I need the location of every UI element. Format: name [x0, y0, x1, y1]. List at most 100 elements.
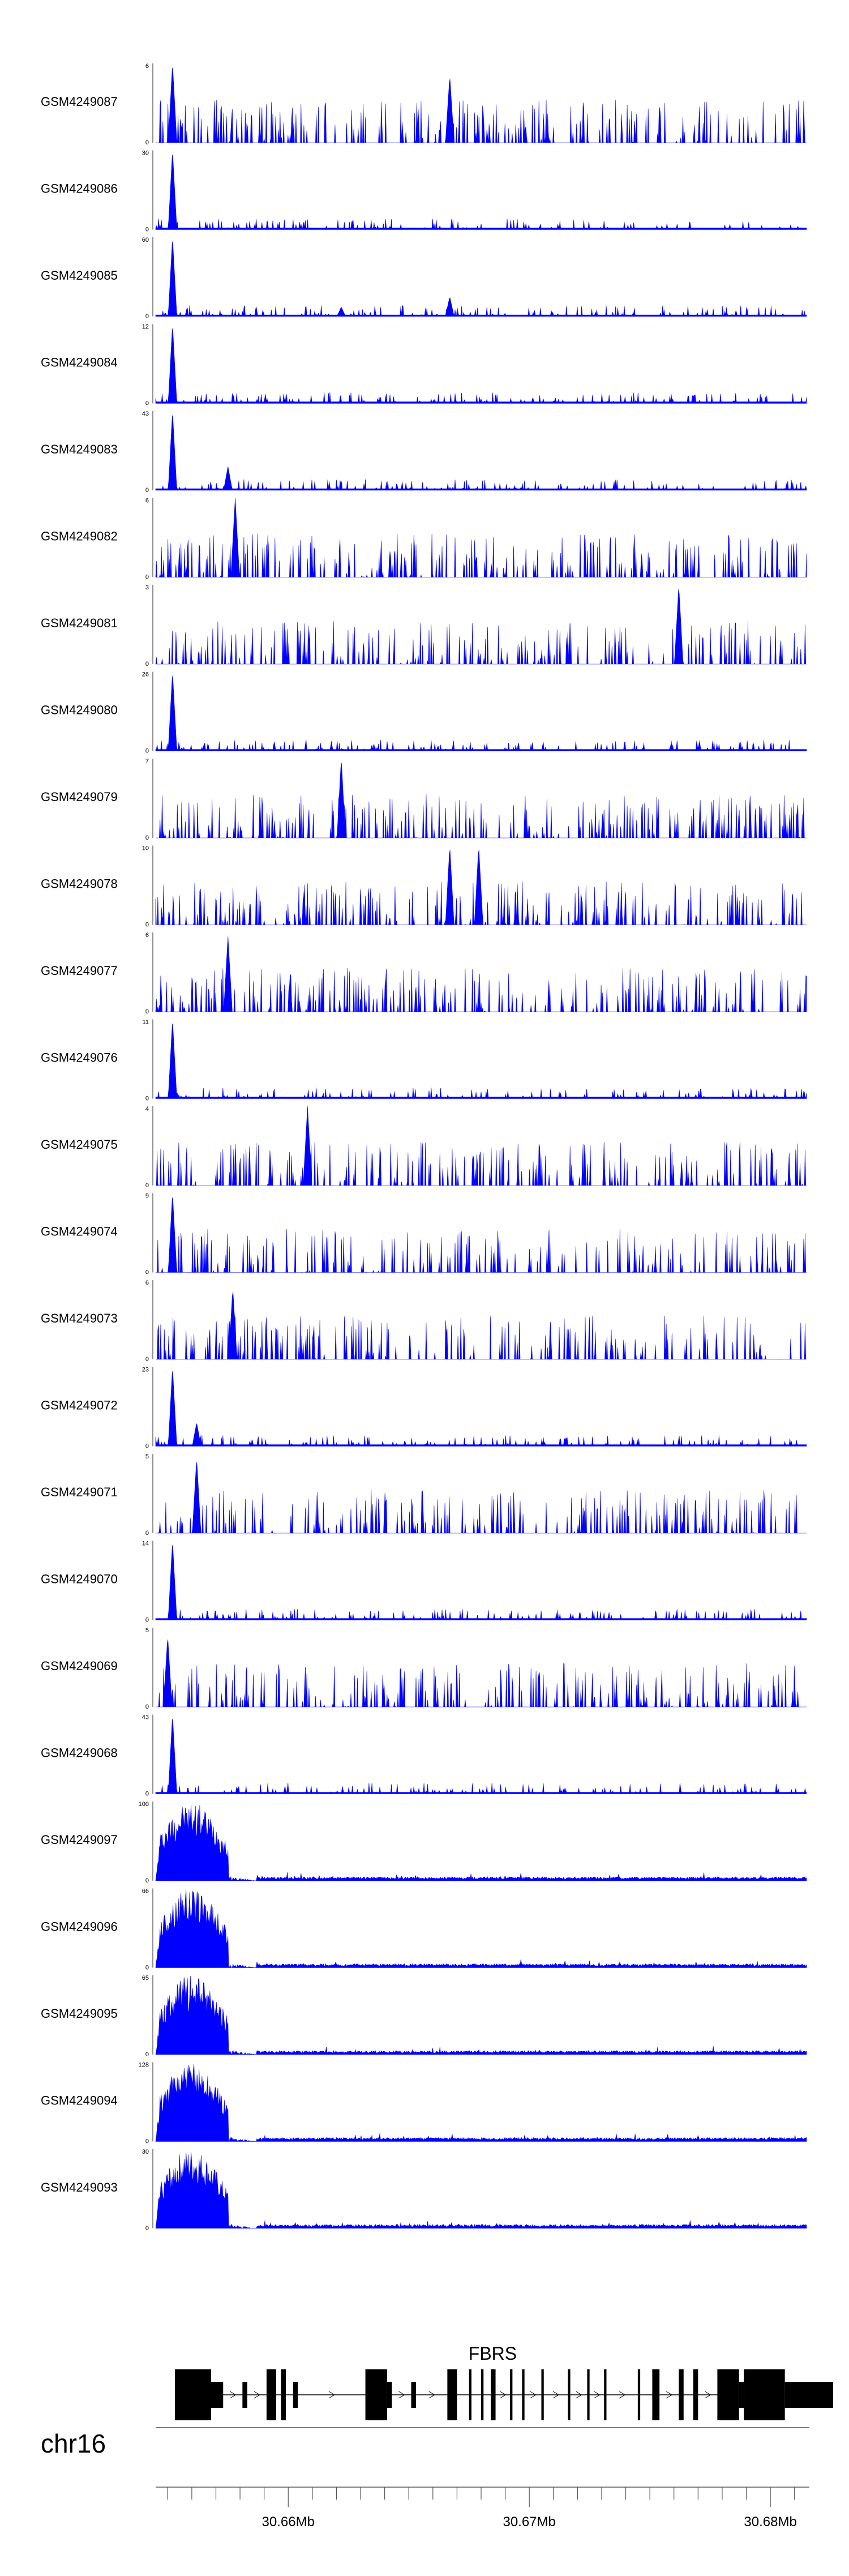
track-GSM4249084: GSM4249084 12 0	[41, 324, 807, 407]
track-label: GSM4249071	[41, 1485, 118, 1499]
gene-exon	[522, 2369, 525, 2420]
strand-arrow	[594, 2391, 601, 2399]
track-GSM4249093: GSM4249093 30 0	[41, 2149, 807, 2232]
gene-track: FBRS	[175, 2343, 833, 2420]
y-max-tick: 10	[142, 845, 149, 852]
strand-arrow	[428, 2391, 435, 2399]
track-GSM4249072: GSM4249072 23 0	[41, 1367, 807, 1450]
gene-exon	[242, 2382, 247, 2408]
gene-exon	[469, 2369, 471, 2420]
gene-exon	[784, 2382, 833, 2408]
strand-arrow	[230, 2391, 237, 2399]
gene-exon	[637, 2369, 641, 2420]
y-max-tick: 100	[139, 1801, 149, 1808]
track-label: GSM4249082	[41, 529, 118, 544]
coverage-area	[155, 1889, 807, 1969]
coverage-area	[155, 1804, 807, 1881]
gene-exon	[365, 2369, 387, 2420]
gene-exon	[693, 2369, 698, 2420]
track-GSM4249083: GSM4249083 43 0	[41, 410, 807, 494]
track-label: GSM4249079	[41, 790, 118, 804]
track-GSM4249069: GSM4249069 5 0	[41, 1627, 807, 1710]
y-max-tick: 30	[142, 2149, 149, 2155]
gene-exon	[481, 2369, 484, 2420]
coverage-area	[155, 1024, 807, 1099]
y-min-tick: 0	[145, 487, 149, 494]
gene-exon	[604, 2369, 607, 2420]
y-min-tick: 0	[145, 1096, 149, 1102]
track-GSM4249097: GSM4249097 100 0	[41, 1801, 807, 1884]
track-label: GSM4249072	[41, 1398, 118, 1413]
track-GSM4249070: GSM4249070 14 0	[41, 1541, 807, 1624]
y-min-tick: 0	[145, 2138, 149, 2145]
gene-exon	[387, 2382, 392, 2408]
coverage-area	[156, 1639, 807, 1708]
y-max-tick: 7	[145, 758, 149, 765]
track-GSM4249081: GSM4249081 3 0	[41, 584, 807, 667]
track-label: GSM4249083	[41, 442, 118, 456]
gene-exon	[541, 2369, 544, 2420]
coverage-area	[155, 936, 807, 1012]
axis-tick-label: 30.67Mb	[503, 2514, 555, 2530]
y-max-tick: 65	[142, 1975, 149, 1982]
coverage-area	[155, 1545, 807, 1620]
y-max-tick: 9	[145, 1193, 149, 1200]
gene-exon	[717, 2369, 739, 2420]
strand-arrow	[552, 2391, 560, 2399]
y-max-tick: 14	[142, 1541, 149, 1547]
track-GSM4249078: GSM4249078 10 0	[41, 845, 807, 928]
gene-exon	[679, 2369, 684, 2420]
y-min-tick: 0	[145, 574, 149, 581]
track-label: GSM4249080	[41, 703, 118, 717]
y-max-tick: 11	[143, 1019, 149, 1026]
track-label: GSM4249078	[41, 877, 118, 891]
track-label: GSM4249070	[41, 1572, 118, 1586]
gene-exon	[587, 2369, 590, 2420]
gene-label: FBRS	[469, 2343, 517, 2364]
track-GSM4249096: GSM4249096 66 0	[41, 1888, 807, 1971]
y-min-tick: 0	[145, 661, 149, 667]
y-max-tick: 60	[142, 237, 149, 243]
coverage-tracks: GSM424908760GSM4249086300GSM4249085600GS…	[41, 63, 807, 2232]
y-max-tick: 43	[142, 1714, 149, 1721]
chromosome-label: chr16	[41, 2429, 106, 2458]
y-max-tick: 23	[142, 1367, 149, 1373]
y-min-tick: 0	[145, 2225, 149, 2232]
track-GSM4249095: GSM4249095 65 0	[41, 1975, 807, 2058]
y-max-tick: 43	[142, 410, 149, 417]
track-label: GSM4249094	[41, 2094, 118, 2108]
track-GSM4249068: GSM4249068 43 0	[41, 1714, 807, 1798]
track-label: GSM4249095	[41, 2006, 118, 2021]
y-min-tick: 0	[145, 1530, 149, 1537]
track-GSM4249073: GSM4249073 6 0	[41, 1280, 807, 1363]
track-label: GSM4249069	[41, 1659, 118, 1673]
track-GSM4249075: GSM4249075 4 0	[41, 1106, 807, 1189]
coverage-area	[155, 850, 807, 925]
strand-arrow	[619, 2391, 626, 2399]
coverage-area	[155, 328, 807, 404]
y-min-tick: 0	[145, 313, 149, 320]
coverage-area	[155, 498, 807, 578]
y-max-tick: 3	[145, 584, 149, 591]
y-max-tick: 26	[142, 671, 149, 678]
strand-arrow	[705, 2391, 711, 2399]
track-GSM4249074: GSM4249074 9 0	[41, 1193, 807, 1276]
coverage-area	[156, 1462, 807, 1534]
gene-exon	[739, 2382, 744, 2408]
gene-exon	[266, 2369, 276, 2420]
y-max-tick: 6	[145, 63, 149, 70]
strand-arrow	[254, 2391, 260, 2399]
y-min-tick: 0	[145, 139, 149, 146]
coverage-area	[155, 2151, 807, 2229]
coverage-area	[155, 1975, 807, 2055]
axis-tick-label: 30.66Mb	[262, 2514, 315, 2530]
track-label: GSM4249076	[41, 1051, 118, 1065]
strand-arrow	[328, 2391, 335, 2399]
y-min-tick: 0	[145, 748, 149, 755]
track-label: GSM4249085	[41, 268, 118, 283]
y-min-tick: 0	[145, 1443, 149, 1450]
coverage-area	[156, 1106, 807, 1186]
gene-exon	[510, 2369, 513, 2420]
coverage-area	[155, 2064, 807, 2142]
track-label: GSM4249084	[41, 356, 118, 370]
